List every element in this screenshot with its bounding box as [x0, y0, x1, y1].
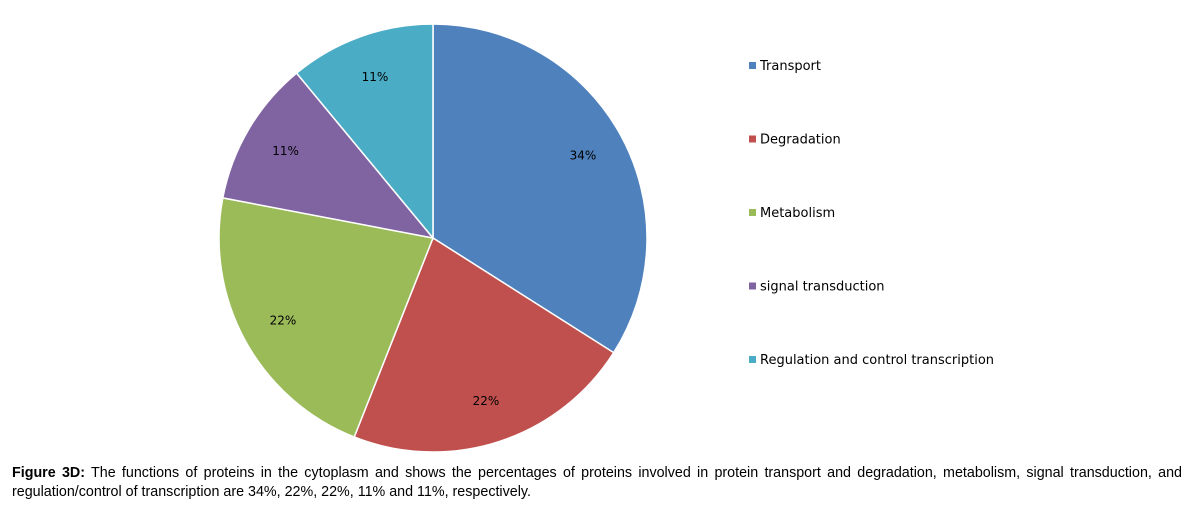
pie-slices: [218, 23, 648, 453]
pie-data-labels: 34% 22% 22% 11% 11%: [270, 70, 597, 408]
legend-swatch: [749, 62, 756, 69]
legend-label: Degradation: [760, 133, 841, 148]
pie-data-label: 22%: [473, 394, 500, 408]
pie-slice-degradation: [353, 236, 615, 453]
chart-legend: Transport Degradation Metabolism signal tra…: [749, 59, 994, 368]
pie-data-label: 34%: [570, 149, 597, 163]
legend-swatch: [749, 135, 756, 143]
caption-text: The functions of proteins in the cytopla…: [12, 465, 1182, 500]
legend-swatch: [749, 282, 756, 290]
pie-data-label: 11%: [272, 144, 299, 158]
legend-label: Regulation and control transcription: [760, 353, 994, 368]
pie-slice-signal-transduction: [221, 72, 435, 240]
pie-slice-transport: [432, 23, 648, 354]
pie-slice-metabolism: [218, 197, 435, 438]
legend-label: Transport: [759, 59, 821, 74]
legend-label: signal transduction: [760, 280, 885, 295]
pie-slice-regulation-and-control-transcription: [295, 23, 434, 241]
legend-label: Metabolism: [760, 206, 835, 221]
legend-swatch: [749, 356, 756, 363]
legend-swatch: [749, 209, 756, 216]
pie-data-label: 11%: [362, 70, 389, 84]
pie-data-label: 22%: [270, 314, 297, 328]
figure-caption: Figure 3D: The functions of proteins in …: [12, 464, 1182, 502]
caption-label: Figure 3D:: [12, 465, 85, 481]
